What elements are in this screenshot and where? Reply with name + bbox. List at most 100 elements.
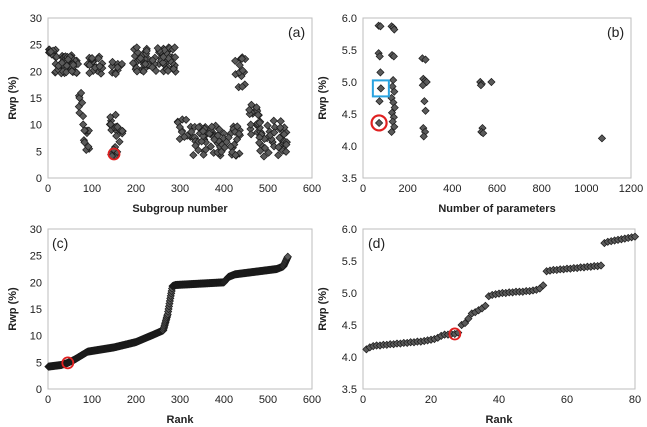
y-tick-label-b: 4.5: [342, 109, 357, 121]
data-point-b: [390, 103, 399, 112]
x-tick-label-c: 300: [171, 394, 189, 406]
marks-a: [44, 43, 291, 161]
data-point-a: [128, 59, 138, 68]
x-tick-label-d: 0: [360, 394, 366, 406]
data-point-a: [118, 126, 127, 136]
data-point-a: [85, 68, 94, 78]
data-point-a: [148, 63, 157, 72]
y-tick-label-d: 5.5: [342, 256, 357, 268]
x-axis-title-a: Subgroup number: [132, 203, 228, 215]
data-point-a: [106, 120, 115, 129]
data-point-d: [630, 232, 640, 241]
plot-frame-d: [362, 228, 636, 390]
data-point-a: [274, 151, 283, 160]
x-tick-label-b: 1000: [574, 183, 598, 195]
data-point-b: [421, 55, 430, 64]
data-point-a: [64, 55, 73, 64]
panel-label-d: (d): [368, 235, 385, 251]
data-point-a: [170, 43, 179, 52]
data-point-a: [171, 53, 180, 62]
data-point-d: [460, 318, 470, 328]
data-point-a: [132, 43, 141, 52]
data-point-a: [231, 151, 240, 160]
data-point-a: [148, 56, 157, 65]
data-point-a: [270, 128, 279, 137]
x-tick-label-c: 500: [259, 394, 277, 406]
data-point-b: [597, 134, 607, 143]
y-tick-label-d: 5.0: [342, 288, 357, 300]
y-tick-label-a: 25: [30, 40, 42, 52]
y-tick-label-b: 5.5: [342, 45, 357, 57]
x-tick-label-b: 0: [360, 183, 366, 195]
data-point-b: [419, 132, 428, 141]
panel-c: 0 100 200 300 400 500 600 0 5 10 15 20 25 30 (c) Rank…: [7, 224, 321, 426]
data-point-a: [62, 61, 71, 70]
data-point-a: [269, 116, 278, 125]
data-point-a: [210, 135, 219, 144]
x-tick-label-b: 1200: [619, 183, 643, 195]
data-point-a: [80, 138, 89, 147]
data-point-a: [281, 147, 291, 156]
y-tick-label-a: 20: [30, 66, 42, 78]
data-point-d: [464, 314, 473, 323]
data-point-a: [189, 150, 198, 160]
y-tick-label-c: 15: [30, 304, 42, 316]
data-point-c: [283, 252, 292, 261]
data-point-a: [199, 150, 208, 159]
x-tick-label-a: 400: [215, 183, 233, 195]
x-tick-label-b: 800: [532, 183, 550, 195]
data-point-d: [481, 301, 490, 310]
data-point-a: [111, 69, 120, 79]
data-point-a: [280, 130, 289, 139]
data-point-b: [476, 81, 486, 90]
data-point-a: [115, 137, 124, 146]
data-point-b: [420, 97, 429, 106]
y-tick-label-c: 5: [36, 357, 42, 369]
x-axis-title-b: Number of parameters: [438, 203, 555, 215]
data-point-a: [245, 105, 254, 114]
plot-frame-a: [47, 17, 313, 179]
y-tick-label-a: 0: [36, 173, 42, 185]
data-point-a: [113, 63, 122, 72]
data-point-a: [117, 59, 127, 69]
data-point-a: [235, 129, 244, 138]
x-tick-label-a: 600: [303, 183, 321, 195]
data-point-a: [191, 141, 200, 150]
data-point-d: [596, 261, 606, 270]
data-point-a: [80, 126, 89, 135]
data-point-a: [136, 54, 145, 63]
data-point-a: [69, 60, 78, 70]
y-tick-label-b: 5.0: [342, 77, 357, 89]
y-tick-label-d: 4.5: [342, 320, 357, 332]
data-point-a: [85, 61, 94, 70]
data-point-b: [390, 25, 399, 34]
panel-label-c: (c): [52, 235, 68, 251]
data-point-a: [159, 52, 168, 62]
data-point-b: [375, 97, 384, 106]
marks-c: [44, 252, 292, 371]
data-point-a: [197, 137, 206, 146]
y-axis-title-d: Rwp (%): [317, 287, 329, 331]
x-tick-label-d: 60: [561, 394, 573, 406]
x-axis-title-c: Rank: [167, 414, 195, 426]
data-point-a: [237, 54, 247, 63]
data-point-a: [198, 127, 208, 136]
data-point-a: [269, 142, 279, 151]
data-point-b: [375, 52, 384, 61]
data-point-a: [111, 110, 120, 119]
y-tick-label-c: 25: [30, 251, 42, 263]
data-point-b: [376, 84, 385, 93]
y-axis-title-c: Rwp (%): [7, 287, 19, 331]
data-point-a: [142, 46, 151, 55]
panel-a: 0 100 200 300 400 500 600 0 5 10 15 20 25 30 (a) Subg…: [7, 13, 321, 215]
data-point-a: [235, 149, 244, 158]
plot-frame-c: [47, 228, 313, 390]
data-point-b: [374, 118, 384, 128]
data-point-a: [259, 152, 269, 161]
data-point-b: [376, 68, 385, 77]
highlight-circle-b: [370, 114, 388, 132]
data-point-b: [387, 127, 396, 137]
x-tick-label-c: 400: [215, 394, 233, 406]
data-point-a: [67, 67, 76, 76]
data-point-a: [112, 131, 121, 141]
